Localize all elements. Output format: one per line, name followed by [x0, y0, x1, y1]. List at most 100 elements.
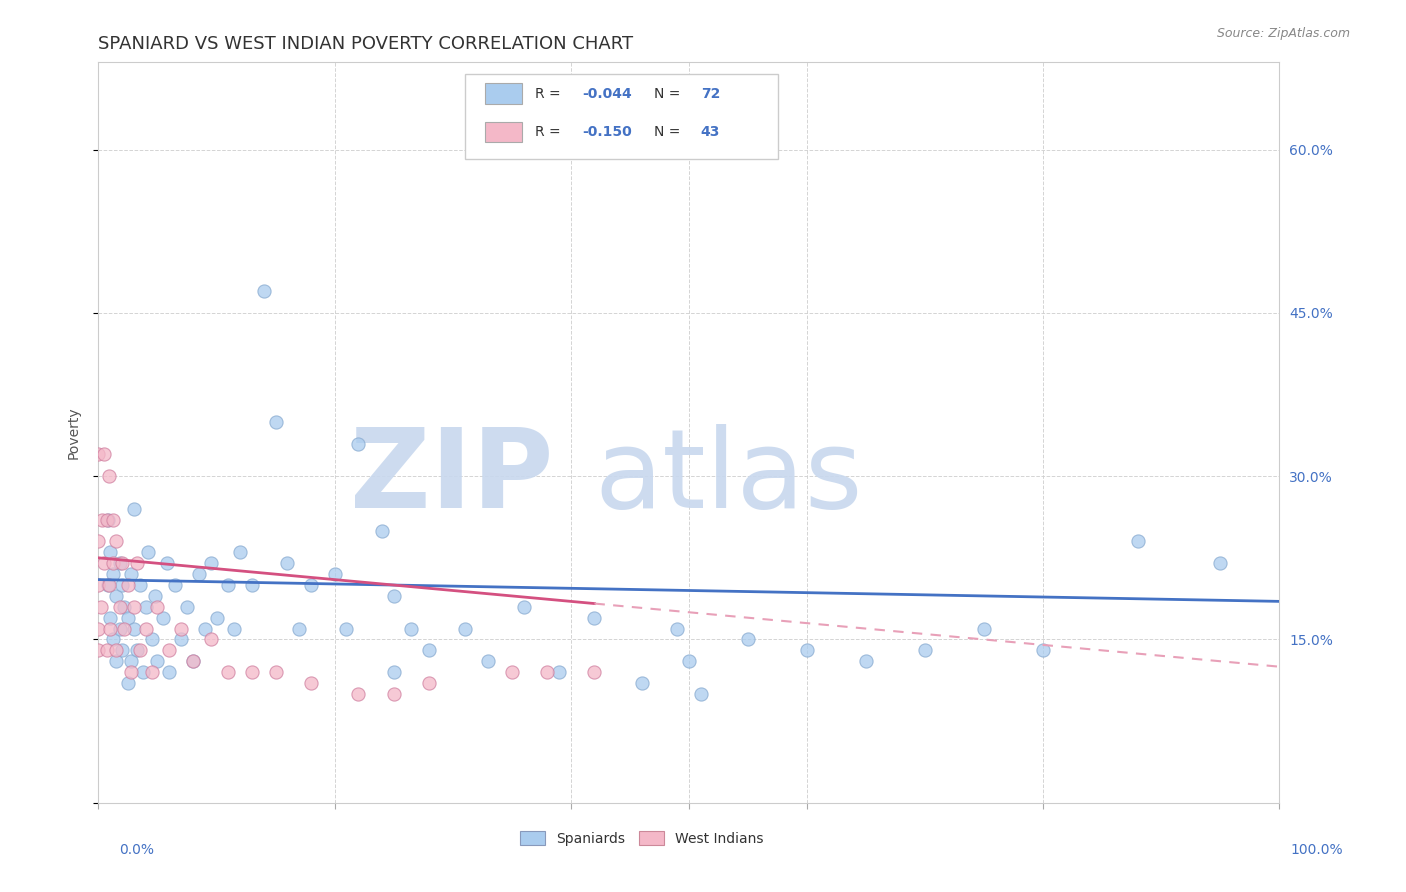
Point — [548, 665, 571, 680]
Point — [299, 676, 322, 690]
Point — [323, 567, 346, 582]
Text: atlas: atlas — [595, 424, 863, 531]
Point — [678, 654, 700, 668]
FancyBboxPatch shape — [464, 73, 778, 159]
Point — [165, 578, 187, 592]
Point — [401, 622, 423, 636]
Point — [146, 599, 169, 614]
Text: Source: ZipAtlas.com: Source: ZipAtlas.com — [1216, 27, 1350, 40]
Point — [176, 599, 198, 614]
Point — [194, 622, 217, 636]
Point — [536, 665, 558, 680]
Point — [583, 665, 606, 680]
Point — [135, 622, 157, 636]
Point — [796, 643, 818, 657]
Text: 0.0%: 0.0% — [120, 843, 155, 857]
Point — [335, 622, 357, 636]
Text: N =: N = — [654, 125, 685, 139]
Point — [276, 556, 298, 570]
Point — [121, 567, 143, 582]
Point — [117, 676, 139, 690]
Point — [90, 599, 112, 614]
Point — [630, 676, 652, 690]
Point — [264, 415, 287, 429]
Point — [93, 556, 115, 570]
Point — [117, 611, 139, 625]
Point — [87, 534, 110, 549]
Point — [98, 469, 121, 483]
Point — [141, 632, 163, 647]
Point — [98, 622, 121, 636]
Point — [122, 599, 145, 614]
Point — [170, 622, 193, 636]
Point — [98, 611, 121, 625]
Point — [418, 676, 440, 690]
Point — [128, 643, 150, 657]
Point — [382, 589, 405, 603]
Point — [973, 622, 995, 636]
Point — [347, 687, 370, 701]
Point — [855, 654, 877, 668]
Legend: Spaniards, West Indians: Spaniards, West Indians — [515, 825, 769, 851]
Point — [170, 632, 193, 647]
Point — [143, 589, 166, 603]
Bar — [485, 121, 523, 143]
Text: -0.044: -0.044 — [582, 87, 633, 101]
Point — [87, 578, 110, 592]
Point — [108, 556, 131, 570]
Point — [453, 622, 475, 636]
Point — [418, 643, 440, 657]
Point — [101, 567, 124, 582]
Text: N =: N = — [654, 87, 685, 101]
Point — [127, 556, 149, 570]
Point — [1126, 534, 1149, 549]
Point — [152, 611, 174, 625]
Point — [111, 556, 134, 570]
Point — [93, 447, 115, 461]
Point — [253, 284, 276, 298]
Point — [1209, 556, 1232, 570]
Point — [217, 578, 239, 592]
Point — [382, 665, 405, 680]
Point — [101, 632, 124, 647]
Point — [111, 578, 134, 592]
Point — [117, 578, 139, 592]
Point — [240, 578, 263, 592]
Point — [136, 545, 159, 559]
Text: 72: 72 — [700, 87, 720, 101]
Point — [737, 632, 759, 647]
Point — [240, 665, 263, 680]
Point — [122, 501, 145, 516]
Text: R =: R = — [536, 87, 565, 101]
Point — [127, 643, 149, 657]
Point — [181, 654, 204, 668]
Text: SPANIARD VS WEST INDIAN POVERTY CORRELATION CHART: SPANIARD VS WEST INDIAN POVERTY CORRELAT… — [98, 35, 634, 53]
Text: ZIP: ZIP — [350, 424, 553, 531]
Point — [347, 436, 370, 450]
Y-axis label: Poverty: Poverty — [66, 407, 80, 458]
Point — [224, 622, 246, 636]
Point — [666, 622, 689, 636]
Point — [121, 654, 143, 668]
Point — [105, 589, 128, 603]
Point — [108, 599, 131, 614]
Point — [288, 622, 311, 636]
Point — [97, 513, 120, 527]
Point — [914, 643, 936, 657]
Point — [122, 622, 145, 636]
Point — [112, 599, 135, 614]
Point — [264, 665, 287, 680]
Text: -0.150: -0.150 — [582, 125, 633, 139]
Point — [157, 643, 180, 657]
Point — [96, 513, 118, 527]
Point — [108, 622, 131, 636]
Point — [689, 687, 711, 701]
Point — [101, 513, 124, 527]
Point — [512, 599, 534, 614]
Point — [105, 534, 128, 549]
Text: 43: 43 — [700, 125, 720, 139]
Text: R =: R = — [536, 125, 565, 139]
Point — [87, 643, 110, 657]
Point — [146, 654, 169, 668]
Point — [299, 578, 322, 592]
